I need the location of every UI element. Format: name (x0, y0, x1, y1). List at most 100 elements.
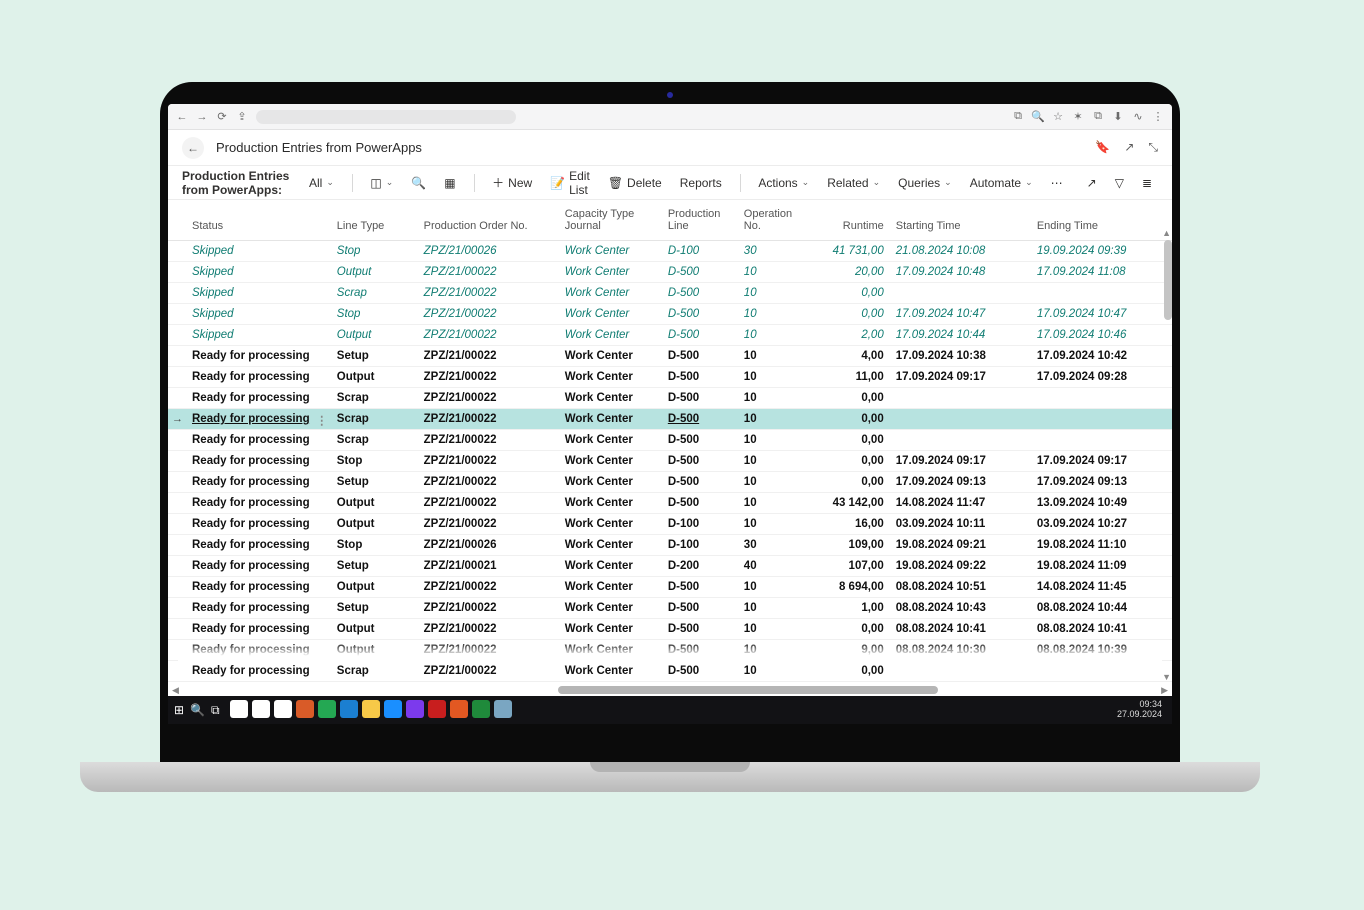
table-row[interactable]: Ready for processingStopZPZ/21/00026Work… (168, 535, 1172, 556)
taskbar-app-icon[interactable] (230, 700, 248, 718)
col-runtime[interactable]: Runtime (797, 200, 889, 241)
ext-icon-3[interactable]: ✶ (1072, 111, 1084, 123)
table-row[interactable]: Ready for processingScrapZPZ/21/00022Wor… (168, 430, 1172, 451)
filter-all-dropdown[interactable]: All⌄ (303, 172, 340, 194)
system-clock[interactable]: 09:34 27.09.2024 (1117, 700, 1166, 720)
col-capacity-type[interactable]: Capacity Type Journal (559, 200, 662, 241)
scroll-down-icon[interactable]: ▼ (1162, 672, 1171, 682)
taskbar-app-icon[interactable] (428, 700, 446, 718)
table-row[interactable]: Ready for processingStopZPZ/21/00022Work… (168, 451, 1172, 472)
site-info-icon[interactable]: ⇪ (236, 111, 248, 123)
share-icon[interactable]: ↗ (1081, 172, 1103, 194)
table-row[interactable]: Ready for processingSetupZPZ/21/00022Wor… (168, 598, 1172, 619)
taskbar-app-icon[interactable] (252, 700, 270, 718)
smartlist-icon[interactable]: ◫⌄ (364, 172, 399, 194)
scroll-up-icon[interactable]: ▲ (1162, 228, 1171, 238)
taskbar-app-icon[interactable] (384, 700, 402, 718)
related-dropdown[interactable]: Related⌄ (821, 172, 886, 194)
actions-dropdown[interactable]: Actions⌄ (752, 172, 815, 194)
cell-start (890, 283, 1031, 304)
taskbar-app-icon[interactable] (274, 700, 292, 718)
taskbar-app-icon[interactable] (450, 700, 468, 718)
taskbar-app-icon[interactable] (494, 700, 512, 718)
taskview-icon[interactable]: ⧉ (211, 703, 220, 718)
back-icon[interactable]: ← (176, 111, 188, 123)
table-row[interactable]: →⋮Ready for processingScrapZPZ/21/00022W… (168, 409, 1172, 430)
col-end-time[interactable]: Ending Time (1031, 200, 1172, 241)
cell-runtime: 0,00 (797, 430, 889, 451)
col-status[interactable]: Status (168, 200, 331, 241)
table-row[interactable]: Ready for processingOutputZPZ/21/00022Wo… (168, 619, 1172, 640)
download-icon[interactable]: ⬇ (1112, 111, 1124, 123)
start-icon[interactable]: ⊞ (174, 703, 184, 717)
cell-runtime: 0,00 (797, 283, 889, 304)
cell-prod-order: ZPZ/21/00022 (418, 430, 559, 451)
edit-list-button[interactable]: 📝Edit List (544, 165, 596, 201)
ext-icon-2[interactable]: 🔍 (1032, 111, 1044, 123)
cell-prod-order: ZPZ/21/00026 (418, 241, 559, 262)
col-prod-line[interactable]: Production Line (662, 200, 738, 241)
filter-pane-icon[interactable]: ▽ (1109, 172, 1130, 194)
ext-icon-5[interactable]: ∿ (1132, 111, 1144, 123)
horizontal-scrollbar[interactable] (558, 686, 938, 694)
new-button[interactable]: ＋New (486, 170, 538, 195)
action-toolbar: Production Entries from PowerApps: All⌄ … (168, 166, 1172, 200)
page-back-button[interactable]: ← (182, 137, 204, 159)
cell-status: Ready for processing (192, 413, 310, 425)
table-row[interactable]: Ready for processingOutputZPZ/21/00022Wo… (168, 577, 1172, 598)
collapse-icon[interactable]: ⤡ (1148, 140, 1158, 155)
table-row[interactable]: Ready for processingScrapZPZ/21/00022Wor… (168, 661, 1172, 682)
automate-dropdown[interactable]: Automate⌄ (964, 172, 1039, 194)
table-row[interactable]: SkippedScrapZPZ/21/00022Work CenterD-500… (168, 283, 1172, 304)
star-icon[interactable]: ☆ (1052, 111, 1064, 123)
cell-capacity-type: Work Center (559, 598, 662, 619)
table-row[interactable]: SkippedStopZPZ/21/00022Work CenterD-5001… (168, 304, 1172, 325)
taskbar-app-icon[interactable] (296, 700, 314, 718)
vertical-scrollbar[interactable] (1164, 240, 1172, 320)
more-button[interactable]: ⋯ (1045, 172, 1069, 194)
ext-icon-1[interactable]: ⧉ (1012, 111, 1024, 123)
taskbar-app-icon[interactable] (362, 700, 380, 718)
popout-icon[interactable]: ↗ (1124, 140, 1134, 155)
col-line-type[interactable]: Line Type (331, 200, 418, 241)
scroll-left-icon[interactable]: ◀ (172, 685, 179, 696)
col-start-time[interactable]: Starting Time (890, 200, 1031, 241)
table-row[interactable]: Ready for processingSetupZPZ/21/00021Wor… (168, 556, 1172, 577)
table-row[interactable]: Ready for processingOutputZPZ/21/00022Wo… (168, 514, 1172, 535)
menu-icon[interactable]: ⋮ (1152, 111, 1164, 123)
queries-dropdown[interactable]: Queries⌄ (892, 172, 958, 194)
table-row[interactable]: Ready for processingSetupZPZ/21/00022Wor… (168, 346, 1172, 367)
table-row[interactable]: SkippedOutputZPZ/21/00022Work CenterD-50… (168, 325, 1172, 346)
cell-op-no: 40 (738, 556, 798, 577)
list-view-icon[interactable]: ≣ (1136, 172, 1158, 194)
reports-button[interactable]: Reports (674, 172, 728, 194)
analysis-icon[interactable]: ▦ (438, 172, 461, 194)
taskbar-app-icon[interactable] (472, 700, 490, 718)
address-bar[interactable] (256, 110, 516, 124)
table-row[interactable]: SkippedStopZPZ/21/00026Work CenterD-1003… (168, 241, 1172, 262)
reload-icon[interactable]: ⟳ (216, 111, 228, 123)
bookmark-icon[interactable]: 🔖 (1095, 140, 1110, 155)
cell-status: Skipped (192, 245, 234, 257)
ext-icon-4[interactable]: ⧉ (1092, 111, 1104, 123)
cell-prod-order: ZPZ/21/00021 (418, 556, 559, 577)
delete-button[interactable]: 🗑Delete (602, 172, 668, 194)
table-row[interactable]: Ready for processingScrapZPZ/21/00022Wor… (168, 388, 1172, 409)
cell-start: 21.08.2024 10:08 (890, 241, 1031, 262)
row-indicator-icon: → (172, 413, 183, 425)
table-row[interactable]: Ready for processingOutputZPZ/21/00022Wo… (168, 367, 1172, 388)
row-menu-icon[interactable]: ⋮ (316, 413, 328, 427)
cell-runtime: 0,00 (797, 619, 889, 640)
table-row[interactable]: SkippedOutputZPZ/21/00022Work CenterD-50… (168, 262, 1172, 283)
col-prod-order[interactable]: Production Order No. (418, 200, 559, 241)
forward-icon[interactable]: → (196, 111, 208, 123)
taskbar-app-icon[interactable] (318, 700, 336, 718)
search-icon[interactable]: 🔍 (405, 172, 432, 194)
taskbar-app-icon[interactable] (340, 700, 358, 718)
taskbar-search-icon[interactable]: 🔍 (190, 703, 205, 717)
scroll-right-icon[interactable]: ▶ (1161, 685, 1168, 696)
table-row[interactable]: Ready for processingSetupZPZ/21/00022Wor… (168, 472, 1172, 493)
col-operation-no[interactable]: Operation No. (738, 200, 798, 241)
table-row[interactable]: Ready for processingOutputZPZ/21/00022Wo… (168, 493, 1172, 514)
taskbar-app-icon[interactable] (406, 700, 424, 718)
